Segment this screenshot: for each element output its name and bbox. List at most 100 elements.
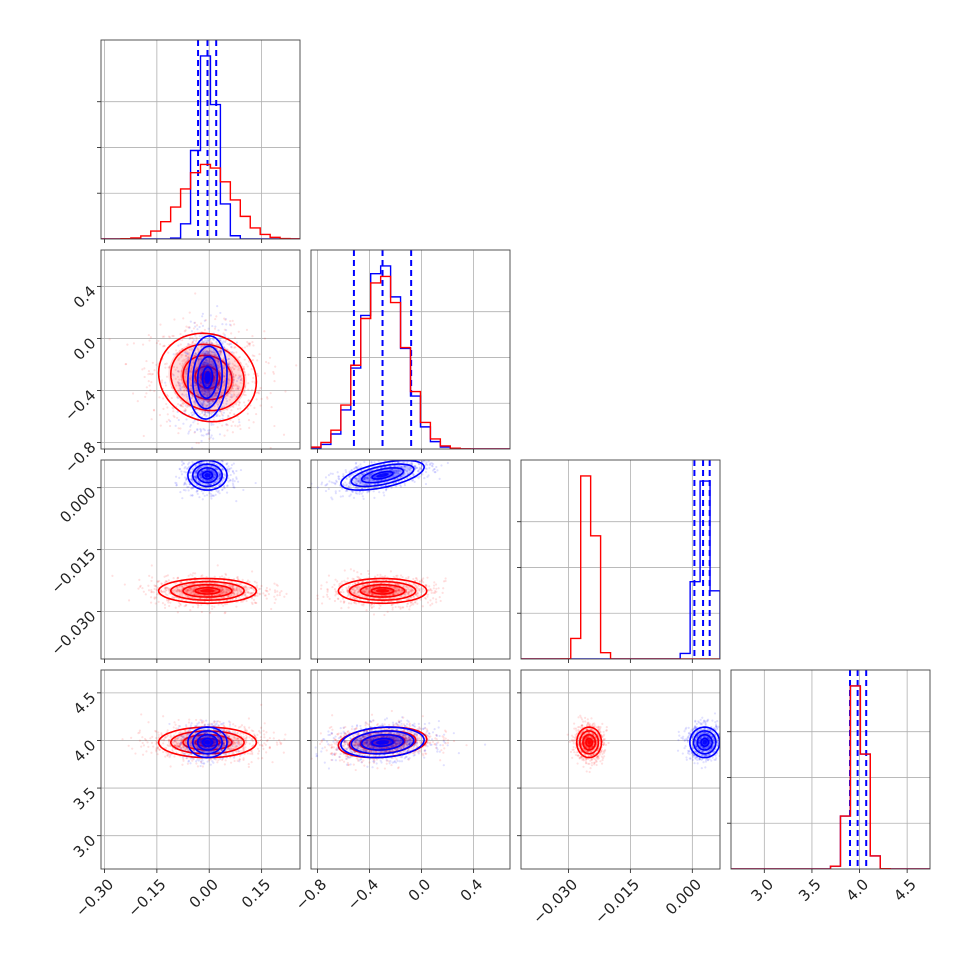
sample-point bbox=[342, 590, 345, 594]
sample-point bbox=[278, 593, 281, 597]
sample-point bbox=[273, 601, 276, 605]
sample-point bbox=[238, 376, 241, 379]
sample-point bbox=[212, 367, 215, 370]
sample-point bbox=[426, 576, 429, 579]
sample-point bbox=[188, 458, 190, 460]
sample-point bbox=[220, 591, 223, 594]
sample-point bbox=[215, 485, 218, 488]
sample-point bbox=[165, 420, 169, 423]
sample-point bbox=[247, 342, 250, 345]
sample-point bbox=[205, 576, 208, 579]
contour-3 bbox=[187, 334, 228, 420]
sample-point bbox=[251, 380, 254, 383]
sample-point bbox=[190, 583, 193, 586]
sample-point bbox=[163, 606, 167, 609]
sample-point bbox=[147, 380, 150, 383]
sample-point bbox=[216, 365, 219, 368]
sample-point bbox=[197, 589, 200, 593]
sample-point bbox=[247, 388, 250, 391]
sample-point bbox=[211, 351, 214, 354]
sample-point bbox=[172, 577, 175, 580]
sample-point bbox=[200, 341, 203, 345]
sample-point bbox=[227, 362, 230, 366]
sample-point bbox=[215, 347, 219, 351]
sample-point bbox=[184, 604, 188, 607]
sample-point bbox=[230, 376, 233, 379]
sample-point bbox=[360, 492, 363, 495]
sample-point bbox=[183, 605, 186, 608]
sample-point bbox=[190, 376, 193, 379]
sample-point bbox=[205, 483, 208, 487]
sample-point bbox=[193, 475, 196, 478]
sample-point bbox=[410, 458, 412, 460]
sample-point bbox=[221, 591, 224, 595]
sample-point bbox=[169, 424, 172, 428]
sample-point bbox=[205, 341, 208, 344]
sample-point bbox=[170, 396, 173, 400]
sample-point bbox=[208, 400, 211, 403]
sample-point bbox=[207, 400, 210, 404]
sample-point bbox=[233, 593, 236, 597]
sample-point bbox=[232, 577, 236, 581]
sample-point bbox=[421, 588, 424, 591]
sample-point bbox=[177, 381, 180, 384]
sample-point bbox=[166, 406, 169, 409]
sample-point bbox=[208, 393, 212, 396]
sample-point bbox=[199, 473, 202, 476]
sample-point bbox=[201, 387, 204, 391]
sample-point bbox=[200, 471, 203, 474]
sample-point bbox=[206, 410, 209, 413]
sample-point bbox=[273, 595, 276, 598]
sample-point bbox=[223, 328, 226, 331]
sample-point bbox=[184, 408, 187, 411]
sample-point bbox=[186, 406, 189, 409]
sample-point bbox=[226, 394, 229, 397]
sample-point bbox=[227, 363, 230, 367]
sample-point bbox=[211, 338, 215, 341]
sample-point bbox=[181, 401, 184, 404]
sample-point bbox=[186, 397, 190, 400]
sample-point bbox=[213, 371, 216, 374]
sample-point bbox=[189, 583, 192, 586]
sample-point bbox=[214, 373, 218, 377]
sample-point bbox=[175, 483, 178, 487]
sample-point bbox=[194, 352, 197, 356]
scatter-series_a bbox=[174, 458, 257, 503]
sample-point bbox=[212, 418, 215, 422]
sample-point bbox=[198, 474, 202, 478]
sample-point bbox=[164, 586, 167, 590]
sample-point bbox=[210, 350, 213, 353]
sample-point bbox=[202, 365, 205, 369]
sample-point bbox=[234, 589, 237, 592]
sample-point bbox=[194, 387, 198, 390]
sample-point bbox=[272, 372, 275, 375]
sample-point bbox=[204, 415, 208, 418]
sample-point bbox=[178, 378, 181, 381]
sample-point bbox=[210, 585, 213, 588]
sample-point bbox=[230, 466, 233, 470]
sample-point bbox=[216, 468, 219, 471]
sample-point bbox=[209, 389, 212, 392]
sample-point bbox=[227, 365, 230, 369]
sample-point bbox=[214, 393, 218, 396]
sample-point bbox=[226, 468, 229, 471]
sample-point bbox=[377, 456, 379, 458]
sample-point bbox=[197, 590, 200, 593]
sample-point bbox=[222, 340, 225, 343]
sample-point bbox=[205, 340, 209, 343]
sample-point bbox=[178, 468, 182, 471]
sample-point bbox=[214, 393, 217, 396]
sample-point bbox=[181, 386, 184, 389]
sample-point bbox=[190, 347, 194, 350]
sample-point bbox=[165, 393, 169, 396]
sample-point bbox=[202, 352, 205, 355]
sample-point bbox=[190, 379, 193, 383]
sample-point bbox=[204, 404, 207, 407]
sample-point bbox=[188, 311, 191, 314]
sample-point bbox=[164, 384, 167, 387]
sample-point bbox=[231, 469, 234, 472]
sample-point bbox=[231, 470, 235, 473]
sample-point bbox=[356, 571, 359, 574]
sample-point bbox=[203, 494, 206, 497]
sample-point bbox=[226, 391, 229, 394]
